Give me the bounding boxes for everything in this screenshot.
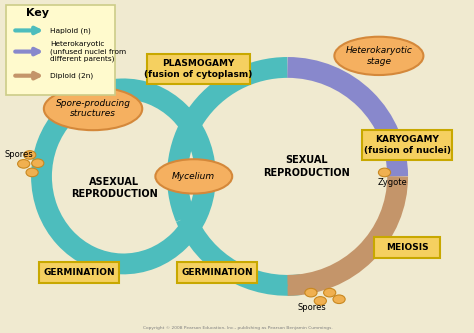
- Text: Zygote: Zygote: [377, 178, 407, 187]
- Polygon shape: [199, 174, 213, 184]
- Circle shape: [26, 168, 38, 177]
- Text: Spore-producing
structures: Spore-producing structures: [55, 99, 130, 119]
- Ellipse shape: [155, 159, 232, 193]
- Text: Copyright © 2008 Pearson Education, Inc., publishing as Pearson Benjamin Cumming: Copyright © 2008 Pearson Education, Inc.…: [144, 326, 333, 330]
- Polygon shape: [36, 159, 50, 169]
- FancyBboxPatch shape: [146, 54, 250, 84]
- Text: Spores: Spores: [298, 303, 327, 312]
- FancyBboxPatch shape: [6, 5, 115, 95]
- Circle shape: [324, 288, 336, 297]
- Ellipse shape: [334, 37, 423, 75]
- Text: Spores: Spores: [5, 151, 33, 160]
- FancyBboxPatch shape: [362, 130, 452, 160]
- Circle shape: [24, 151, 36, 159]
- Polygon shape: [389, 157, 403, 167]
- Text: GERMINATION: GERMINATION: [43, 268, 115, 277]
- Text: PLASMOGAMY
(fusion of cytoplasm): PLASMOGAMY (fusion of cytoplasm): [144, 59, 253, 79]
- Circle shape: [333, 295, 345, 304]
- Text: MEIOSIS: MEIOSIS: [386, 243, 428, 252]
- Text: Key: Key: [26, 8, 49, 18]
- Polygon shape: [274, 281, 288, 291]
- Circle shape: [314, 297, 327, 305]
- Text: SEXUAL
REPRODUCTION: SEXUAL REPRODUCTION: [263, 155, 350, 178]
- FancyBboxPatch shape: [177, 262, 257, 283]
- Polygon shape: [351, 256, 365, 266]
- Text: Heterokaryotic
(unfused nuclei from
different parents): Heterokaryotic (unfused nuclei from diff…: [50, 41, 126, 62]
- Circle shape: [305, 288, 317, 297]
- Text: GERMINATION: GERMINATION: [182, 268, 253, 277]
- Text: Diploid (2n): Diploid (2n): [50, 73, 93, 79]
- Text: Heterokaryotic
stage: Heterokaryotic stage: [346, 46, 412, 66]
- Circle shape: [18, 160, 30, 168]
- FancyBboxPatch shape: [374, 237, 440, 258]
- FancyBboxPatch shape: [39, 262, 119, 283]
- Text: KARYOGAMY
(fusion of nuclei): KARYOGAMY (fusion of nuclei): [364, 135, 450, 155]
- Ellipse shape: [44, 87, 142, 130]
- Text: ASEXUAL
REPRODUCTION: ASEXUAL REPRODUCTION: [71, 177, 157, 199]
- Text: Mycelium: Mycelium: [172, 172, 215, 181]
- Circle shape: [32, 159, 44, 167]
- Polygon shape: [176, 212, 189, 222]
- Text: Haploid (n): Haploid (n): [50, 27, 91, 34]
- Circle shape: [378, 168, 391, 177]
